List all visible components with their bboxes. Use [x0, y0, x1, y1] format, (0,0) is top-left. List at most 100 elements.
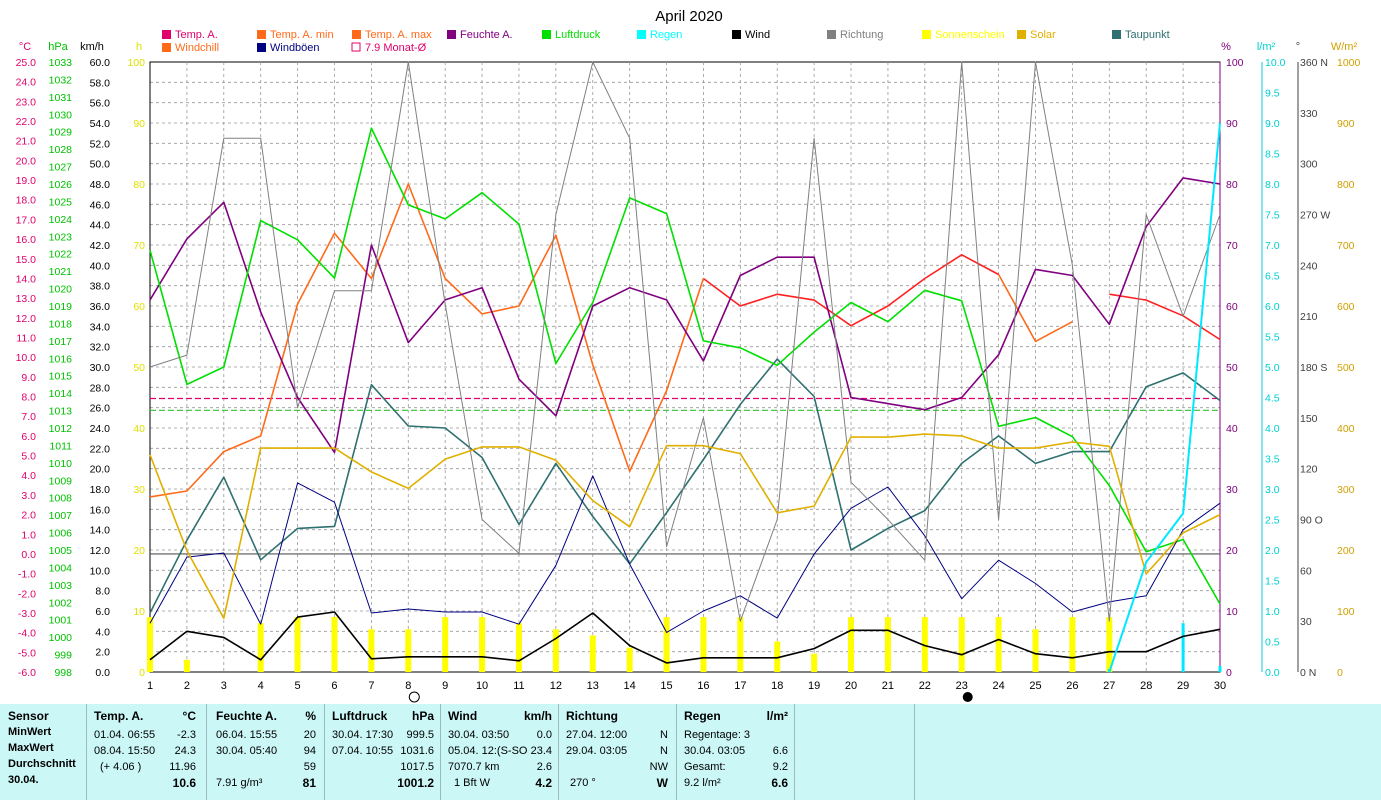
wind-title: Wind [448, 709, 478, 723]
legend-label: Taupunkt [1125, 29, 1170, 41]
sunshine-bar [515, 623, 522, 672]
x-tick-label: 19 [808, 680, 820, 692]
tick-label-pressure: 1000 [49, 632, 73, 644]
tick-label-solar: 800 [1337, 179, 1355, 191]
temp-min-time: 01.04. 06:55 [94, 729, 156, 741]
rain-unit: l/m² [766, 709, 788, 723]
tick-label-direction: 60 [1300, 565, 1312, 577]
tick-label-pressure: 1031 [49, 92, 73, 104]
series-line-luftdruck [149, 127, 1221, 605]
chart-grid [149, 61, 1299, 673]
x-tick-label: 29 [1177, 680, 1189, 692]
legend-swatch [447, 30, 456, 39]
tick-label-pressure: 1028 [49, 144, 73, 156]
tick-label-pressure: 1029 [49, 127, 73, 139]
tick-label-pressure: 1002 [49, 597, 73, 609]
tick-label-pressure: 1004 [49, 562, 73, 574]
tick-label-humidity: 60 [1226, 301, 1238, 313]
sunshine-bar [294, 617, 301, 672]
humidity-title: Feuchte A. [216, 709, 277, 723]
tick-label-pressure: 1021 [49, 266, 73, 278]
tick-label-direction: 30 [1300, 616, 1312, 628]
tick-label-direction: 360 N [1300, 57, 1328, 69]
wind-today-value: 4.2 [535, 776, 552, 790]
tick-label-temp: 10.0 [16, 352, 37, 364]
series-line-solar [149, 433, 1221, 620]
rain-bar [1218, 665, 1222, 672]
legend-swatch [827, 30, 836, 39]
temp-min-value: -2.3 [177, 729, 196, 741]
tick-label-rain: 7.5 [1265, 210, 1280, 222]
tick-label-pressure: 1026 [49, 179, 73, 191]
summary-sensor: Sensor MinWert MaxWert Durchschnitt 30.0… [0, 704, 87, 800]
sensor-title: Sensor [8, 709, 49, 723]
legend-swatch [637, 30, 646, 39]
pressure-unit: hPa [411, 709, 434, 723]
temp-unit: °C [182, 709, 196, 723]
tick-label-temp: 13.0 [16, 293, 37, 305]
direction-max-time: 29.04. 03:05 [566, 745, 628, 757]
x-tick-label: 17 [734, 680, 746, 692]
legend-label: Sonnenschein [935, 29, 1005, 41]
tick-label-solar: 300 [1337, 484, 1355, 496]
tick-label-wind: 58.0 [90, 77, 111, 89]
sunshine-bar [1106, 617, 1113, 672]
sunshine-bar [147, 617, 153, 672]
tick-label-temp: 8.0 [21, 392, 36, 404]
tick-label-wind: 48.0 [90, 179, 111, 191]
pressure-max-value: 1031.6 [400, 745, 434, 757]
tick-label-temp: 25.0 [16, 57, 37, 69]
tick-label-temp: 22.0 [16, 116, 37, 128]
tick-label-rain: 1.0 [1265, 606, 1280, 618]
series-line-taupunkt [149, 358, 1221, 614]
tick-label-wind: 4.0 [95, 626, 110, 638]
tick-label-rain: 6.5 [1265, 271, 1280, 283]
tick-label-humidity: 20 [1226, 545, 1238, 557]
rain-max-value: 6.6 [772, 745, 788, 757]
tick-label-sunshine: 30 [133, 484, 145, 496]
tick-label-sunshine: 0 [139, 667, 145, 679]
tick-label-wind: 30.0 [90, 362, 111, 374]
tick-label-pressure: 1022 [49, 249, 73, 261]
legend-swatch [257, 43, 266, 52]
tick-label-rain: 5.0 [1265, 362, 1280, 374]
tick-label-pressure: 1032 [49, 74, 73, 86]
temp-max-value: 24.3 [174, 745, 196, 757]
tick-label-rain: 2.0 [1265, 545, 1280, 557]
tick-label-wind: 36.0 [90, 301, 111, 313]
rain-title: Regen [684, 709, 721, 723]
tick-label-temp: -1.0 [18, 569, 36, 581]
pressure-today-value: 1001.2 [397, 776, 434, 790]
rain-max-time: 30.04. 03:05 [684, 745, 746, 757]
axis-unit-humidity: % [1221, 41, 1231, 53]
legend-label: Temp. A. [175, 29, 218, 41]
summary-pressure: Luftdruck hPa 30.04. 17:30 999.5 07.04. … [324, 704, 441, 800]
pressure-min-time: 30.04. 17:30 [332, 729, 394, 741]
tick-label-rain: 10.0 [1265, 57, 1286, 69]
tick-label-wind: 42.0 [90, 240, 111, 252]
row-label-avg: Durchschnitt [8, 758, 76, 770]
tick-label-solar: 500 [1337, 362, 1355, 374]
axis-unit-pressure: hPa [48, 41, 68, 53]
sunshine-bar [1069, 617, 1076, 672]
humidity-max-value: 94 [303, 745, 316, 757]
humidity-absolute: 7.91 g/m³ [216, 777, 263, 789]
rain-total-label: Gesamt: [684, 761, 726, 773]
x-tick-label: 24 [992, 680, 1004, 692]
legend-label: Temp. A. min [270, 29, 334, 41]
tick-label-rain: 0.0 [1265, 667, 1280, 679]
tick-label-temp: 4.0 [21, 470, 36, 482]
tick-label-pressure: 1001 [49, 615, 73, 627]
x-tick-label: 22 [919, 680, 931, 692]
sunshine-bar [774, 641, 781, 672]
tick-label-rain: 9.5 [1265, 88, 1280, 100]
x-tick-label: 26 [1066, 680, 1078, 692]
tick-label-temp: -3.0 [18, 608, 36, 620]
legend-label: Richtung [840, 29, 883, 41]
tick-label-solar: 1000 [1337, 57, 1361, 69]
tick-label-pressure: 1016 [49, 353, 73, 365]
tick-label-sunshine: 90 [133, 118, 145, 130]
summary-direction: Richtung 27.04. 12:00 N 29.04. 03:05 N N… [558, 704, 677, 800]
direction-today-value: W [656, 776, 668, 790]
direction-today-degrees: 270 ° [570, 777, 596, 789]
